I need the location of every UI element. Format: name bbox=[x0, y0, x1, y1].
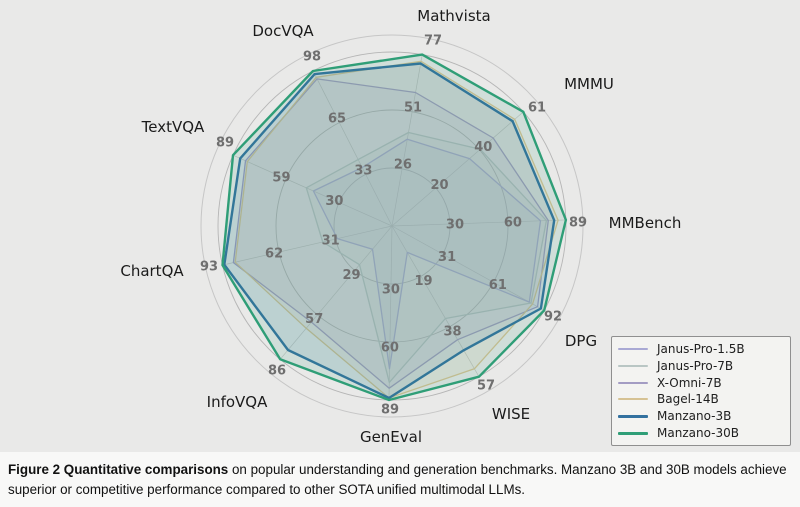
tick-label-docvqa-0: 33 bbox=[354, 163, 372, 178]
tick-label-mathvista-1: 51 bbox=[404, 100, 422, 115]
tick-label-mathvista-2: 77 bbox=[424, 34, 442, 49]
axis-spoke-infovqa bbox=[279, 225, 393, 360]
tick-label-infovqa-1: 57 bbox=[305, 312, 323, 327]
legend-item-manzano-3b: Manzano-3B bbox=[618, 408, 784, 424]
axis-spoke-mmbench bbox=[391, 219, 566, 227]
axis-label-docvqa: DocVQA bbox=[252, 22, 314, 40]
tick-label-geneval-2: 89 bbox=[381, 403, 399, 418]
legend-swatch bbox=[618, 414, 648, 418]
legend-item-bagel-14b: Bagel-14B bbox=[618, 391, 784, 407]
tick-label-mmbench-2: 89 bbox=[569, 216, 587, 231]
grid-ring-0 bbox=[333, 167, 451, 285]
radar-figure: 26 51 77 20 40 61 30 60 89 31 61 92 19 38 57 30 60 89 29 57… bbox=[120, 7, 791, 446]
tick-label-mmbench-0: 30 bbox=[446, 217, 464, 232]
axis-label-chartqa: ChartQA bbox=[120, 262, 184, 280]
axis-label-infovqa: InfoVQA bbox=[207, 393, 268, 411]
caption-strip: Figure 2 Quantitative comparisons on pop… bbox=[0, 452, 800, 507]
tick-label-textvqa-0: 30 bbox=[325, 194, 343, 209]
legend-swatch bbox=[618, 431, 648, 435]
axis-spoke-textvqa bbox=[232, 154, 393, 227]
radar-series-manzano-30b bbox=[221, 53, 568, 402]
tick-label-chartqa-2: 93 bbox=[200, 260, 218, 275]
legend-label: Bagel-14B bbox=[657, 392, 719, 407]
axis-spoke-dpg bbox=[391, 225, 545, 311]
tick-label-docvqa-1: 65 bbox=[328, 112, 346, 127]
legend-swatch bbox=[618, 381, 648, 384]
axis-label-wise: WISE bbox=[492, 405, 530, 423]
grid-ring-1 bbox=[275, 109, 509, 343]
tick-label-textvqa-2: 89 bbox=[216, 136, 234, 151]
axis-label-mmbench: MMBench bbox=[609, 214, 682, 232]
axis-spoke-chartqa bbox=[222, 225, 393, 266]
legend-item-x-omni-7b: X-Omni-7B bbox=[618, 375, 784, 391]
legend-swatch bbox=[618, 398, 648, 401]
tick-label-dpg-0: 31 bbox=[438, 250, 456, 265]
legend: Janus-Pro-1.5B Janus-Pro-7B X-Omni-7B Bagel… bbox=[611, 336, 791, 446]
tick-label-infovqa-0: 29 bbox=[342, 268, 360, 283]
axis-spoke-mathvista bbox=[391, 54, 423, 227]
radar-chart: 26 51 77 20 40 61 30 60 89 31 61 92 19 38 57 30 60 89 29 57… bbox=[120, 7, 682, 446]
legend-label: Manzano-30B bbox=[657, 426, 739, 441]
tick-label-wise-0: 19 bbox=[414, 274, 432, 289]
caption-title: Figure 2 Quantitative comparisons bbox=[8, 462, 229, 477]
legend-swatch bbox=[618, 347, 648, 350]
tick-label-dpg-1: 61 bbox=[489, 278, 507, 293]
tick-label-wise-2: 57 bbox=[477, 379, 495, 394]
radar-series-manzano-3b bbox=[223, 62, 556, 400]
axis-label-textvqa: TextVQA bbox=[141, 118, 205, 136]
axis-spoke-geneval bbox=[388, 225, 393, 400]
axis-label-geneval: GenEval bbox=[360, 428, 422, 446]
tick-label-geneval-0: 30 bbox=[382, 282, 400, 297]
tick-label-infovqa-2: 86 bbox=[268, 364, 286, 379]
tick-label-wise-1: 38 bbox=[443, 324, 461, 339]
tick-label-mmmu-2: 61 bbox=[528, 101, 546, 116]
legend-swatch bbox=[618, 364, 648, 367]
tick-label-mmmu-0: 20 bbox=[430, 178, 448, 193]
legend-item-janus-pro-1.5b: Janus-Pro-1.5B bbox=[618, 341, 784, 357]
tick-label-textvqa-1: 59 bbox=[272, 170, 290, 185]
tick-label-docvqa-2: 98 bbox=[303, 50, 321, 65]
axis-spoke-docvqa bbox=[312, 70, 393, 227]
tick-label-chartqa-1: 62 bbox=[265, 247, 283, 262]
tick-label-dpg-2: 92 bbox=[544, 310, 562, 325]
radar-series-janus-pro-1.5b bbox=[312, 138, 542, 370]
tick-label-mmbench-1: 60 bbox=[504, 215, 522, 230]
axis-spoke-wise bbox=[391, 225, 480, 377]
tick-label-mathvista-0: 26 bbox=[394, 157, 412, 172]
radar-series-janus-pro-7b bbox=[305, 131, 548, 384]
caption-text: on popular understanding and generation … bbox=[8, 462, 787, 498]
figure-caption: Figure 2 Quantitative comparisons on pop… bbox=[0, 452, 800, 500]
legend-item-manzano-30b: Manzano-30B bbox=[618, 425, 784, 441]
legend-label: Manzano-3B bbox=[657, 409, 732, 424]
axis-label-mmmu: MMMU bbox=[564, 75, 614, 93]
tick-label-mmmu-1: 40 bbox=[474, 140, 492, 155]
tick-label-chartqa-0: 31 bbox=[322, 234, 340, 249]
axis-label-dpg: DPG bbox=[565, 332, 597, 350]
axis-label-mathvista: Mathvista bbox=[417, 7, 490, 25]
radar-series-x-omni-7b bbox=[232, 78, 549, 389]
legend-label: Janus-Pro-1.5B bbox=[657, 341, 745, 356]
polar-spine bbox=[200, 34, 584, 418]
legend-label: X-Omni-7B bbox=[657, 375, 722, 390]
axis-spoke-mmmu bbox=[391, 111, 524, 227]
legend-label: Janus-Pro-7B bbox=[657, 358, 734, 373]
tick-label-geneval-1: 60 bbox=[381, 340, 399, 355]
legend-item-janus-pro-7b: Janus-Pro-7B bbox=[618, 358, 784, 374]
